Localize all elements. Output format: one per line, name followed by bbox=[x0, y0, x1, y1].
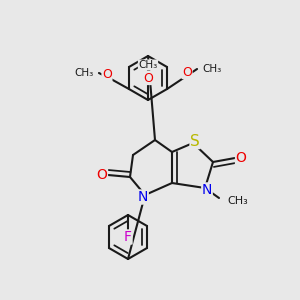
Text: O: O bbox=[102, 68, 112, 82]
Text: CH₃: CH₃ bbox=[202, 64, 221, 74]
Text: O: O bbox=[182, 65, 192, 79]
Text: O: O bbox=[143, 71, 153, 85]
Text: N: N bbox=[138, 190, 148, 204]
Text: CH₃: CH₃ bbox=[227, 196, 248, 206]
Text: O: O bbox=[236, 151, 246, 165]
Text: CH₃: CH₃ bbox=[75, 68, 94, 78]
Text: S: S bbox=[190, 134, 200, 148]
Text: CH₃: CH₃ bbox=[138, 60, 158, 70]
Text: F: F bbox=[124, 230, 132, 244]
Text: O: O bbox=[97, 168, 107, 182]
Text: N: N bbox=[202, 183, 212, 197]
